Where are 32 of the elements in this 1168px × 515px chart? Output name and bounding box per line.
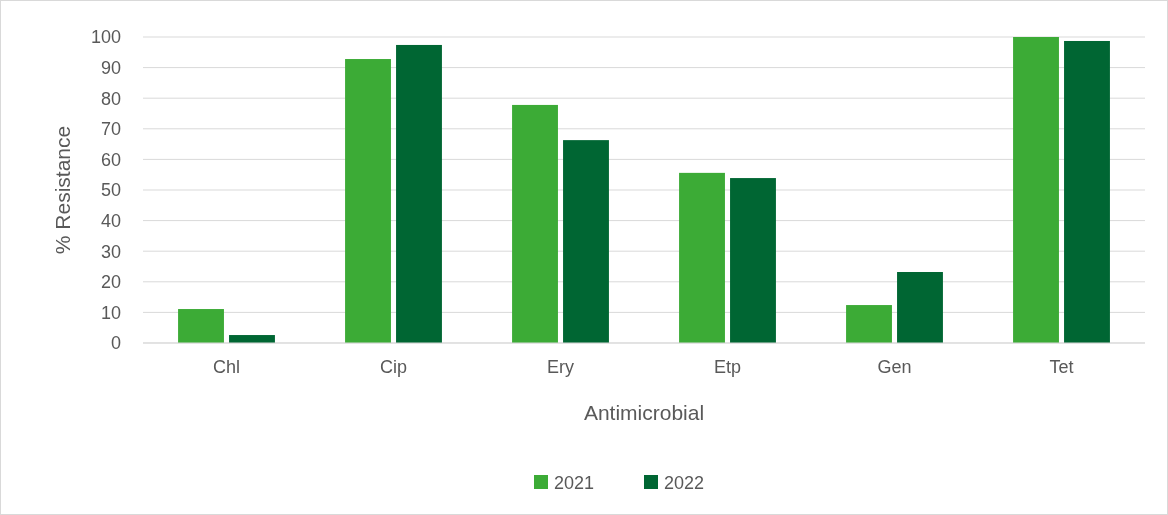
- y-tick-label: 0: [110, 333, 121, 354]
- bar: [563, 140, 609, 343]
- legend-label: 2022: [664, 473, 705, 494]
- bar: [512, 104, 558, 343]
- legend-label: 2021: [554, 473, 595, 494]
- y-tick-label: 60: [100, 149, 121, 170]
- bar: [345, 59, 391, 343]
- x-tick-label: Tet: [1049, 357, 1074, 377]
- bar: [730, 178, 776, 343]
- bar: [178, 309, 224, 343]
- x-axis-title: Antimicrobial: [583, 401, 705, 424]
- y-tick-label: 90: [100, 57, 121, 78]
- x-tick-label: Chl: [212, 357, 241, 377]
- bar: [1013, 37, 1059, 343]
- x-tick-label: Ery: [547, 357, 574, 377]
- y-axis-title: % Resistance: [51, 125, 74, 255]
- y-tick-label: 20: [100, 272, 121, 293]
- y-tick-label: 30: [100, 241, 121, 262]
- x-tick-label: Etp: [713, 357, 742, 377]
- y-tick-label: 100: [90, 27, 121, 48]
- y-tick-label: 40: [100, 210, 121, 231]
- bar: [897, 272, 943, 343]
- y-tick-label: 70: [100, 119, 121, 140]
- x-tick-label: Gen: [877, 357, 912, 377]
- bar: [846, 305, 892, 343]
- y-tick-label: 50: [100, 180, 121, 201]
- bar: [679, 172, 725, 343]
- y-tick-label: 80: [100, 88, 121, 109]
- bar: [396, 44, 442, 343]
- x-tick-label: Cip: [379, 357, 408, 377]
- y-tick-label: 10: [100, 302, 121, 323]
- bar: [1064, 40, 1110, 343]
